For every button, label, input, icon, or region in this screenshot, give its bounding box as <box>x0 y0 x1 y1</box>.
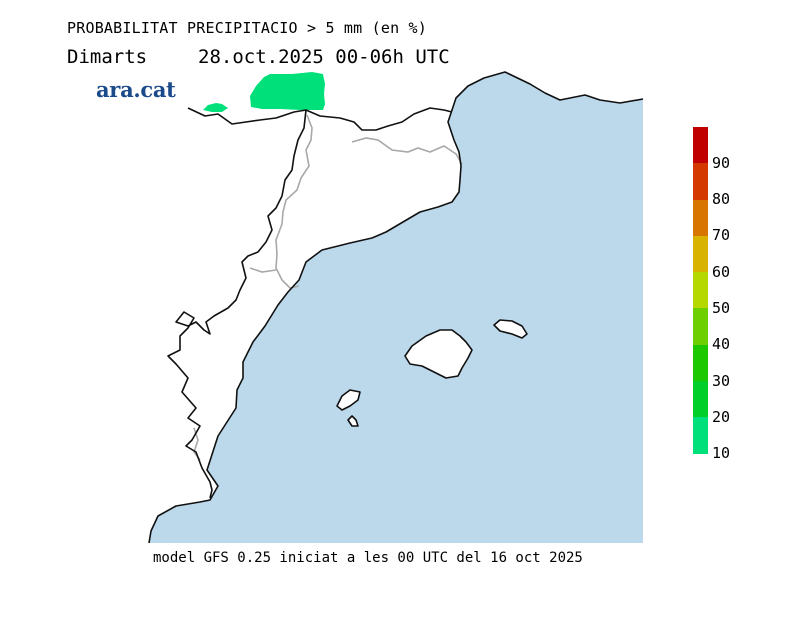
forecast-day: Dimarts <box>67 46 148 68</box>
legend-label: 60 <box>712 263 731 281</box>
map-title: PROBABILITAT PRECIPITACIO > 5 mm (en %) <box>67 19 427 37</box>
legend-swatch <box>693 417 708 454</box>
legend-swatch <box>693 344 708 382</box>
island-ibiza <box>336 389 361 411</box>
coastlines <box>148 71 644 544</box>
legend-swatch <box>693 272 708 309</box>
island-formentera <box>347 415 359 427</box>
legend-swatch <box>693 127 708 164</box>
legend-label: 10 <box>712 444 731 462</box>
legend-label: 50 <box>712 299 731 317</box>
legend-swatch <box>693 199 708 236</box>
balearic-islands <box>336 319 528 427</box>
legend-label: 40 <box>712 335 731 353</box>
legend-label: 90 <box>712 154 731 172</box>
legend-swatch <box>693 381 708 418</box>
legend-color-bar <box>693 127 708 454</box>
island-mallorca <box>404 329 473 379</box>
legend-label: 70 <box>712 226 731 244</box>
legend-label: 80 <box>712 190 731 208</box>
sea-area <box>149 72 643 543</box>
legend-label: 30 <box>712 372 731 390</box>
model-info: model GFS 0.25 iniciat a les 00 UTC del … <box>153 550 583 566</box>
legend-swatch <box>693 235 708 273</box>
legend-label: 20 <box>712 408 731 426</box>
forecast-period: Dimarts 28.oct.2025 00-06h UTC <box>67 46 450 68</box>
legend-swatch <box>693 308 708 345</box>
legend-swatch <box>693 163 708 200</box>
forecast-date-range: 28.oct.2025 00-06h UTC <box>198 46 450 68</box>
precip-area-north <box>250 72 325 110</box>
island-menorca <box>493 319 528 339</box>
precip-area-small <box>203 103 228 112</box>
ara-cat-logo: ara.cat <box>96 77 176 102</box>
